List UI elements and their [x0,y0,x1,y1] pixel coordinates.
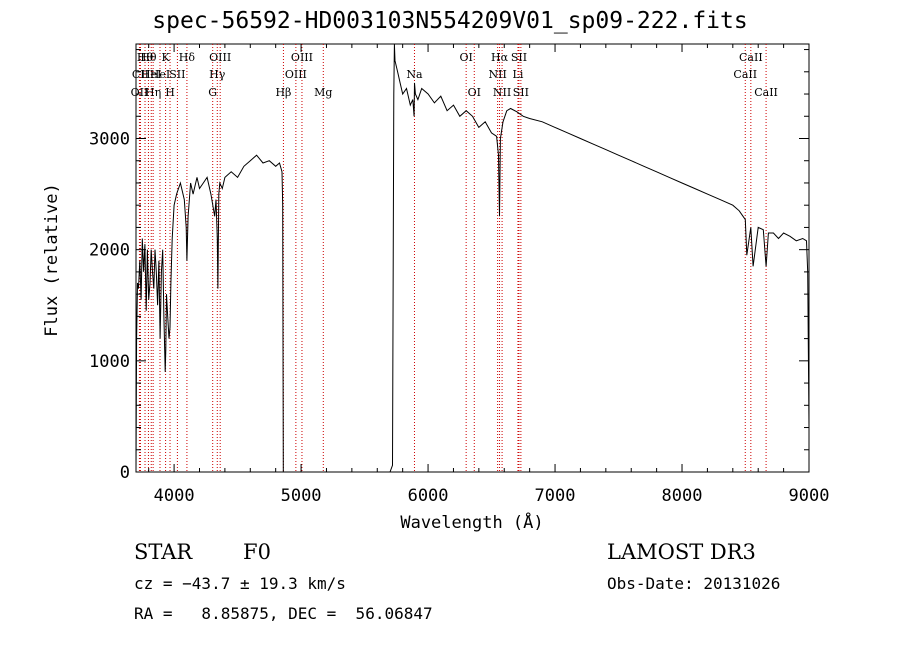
spectral-line-label: Mg [314,86,332,99]
spectral-line-label: NII [493,86,511,99]
spectral-line-label: OI [459,51,472,64]
spectral-line-label: HeI [150,68,170,81]
object-subclass: F0 [243,540,271,564]
survey-name: LAMOST DR3 [607,540,756,564]
spectral-line-label: H [165,86,175,99]
y-tick-label: 3000 [89,129,130,149]
axis-ticks [136,44,810,473]
spectral-line-label: Hα [491,51,509,64]
plot-frame [135,43,810,473]
spectral-line-label: HeI [141,68,161,81]
y-axis-label: Flux (relative) [42,183,62,337]
object-class: STAR [134,540,193,564]
spectral-line-label: SII [513,86,529,99]
x-tick-label: 6000 [408,486,449,506]
x-tick-label: 9000 [789,486,830,506]
x-tick-label: 8000 [662,486,703,506]
obs-date: Obs-Date: 20131026 [607,574,781,593]
coordinates: RA = 8.85875, DEC = 56.06847 [134,604,433,623]
spectral-line-label: OIII [209,51,231,64]
spectral-line-label: NII [488,68,506,81]
spectral-line-label: OIII [291,51,313,64]
spectral-line-label: Hγ [209,68,226,81]
spectral-line-label: CII [132,68,149,81]
spectral-line-label: Hβ [275,86,291,99]
spectral-line-label: Hη [145,86,161,99]
spectrum-line [135,43,810,473]
spectral-line-label: Na [406,68,423,81]
x-tick-label: 5000 [281,486,322,506]
spectral-line-label: CaII [739,51,763,64]
chart-title: spec-56592-HD003103N554209V01_sp09-222.f… [152,8,748,34]
y-tick-label: 0 [120,463,130,483]
spectral-line-label: Hδ [179,51,196,64]
spectral-line-label: SII [511,51,527,64]
spectral-line-label: SII [169,68,185,81]
spectral-line-label: Hθ [140,51,157,64]
redshift-cz: cz = −43.7 ± 19.3 km/s [134,574,346,593]
y-tick-label: 1000 [89,352,130,372]
spectral-line-label: Hθ [137,51,154,64]
x-axis-label: Wavelength (Å) [400,511,543,533]
spectral-line-label: OI [468,86,481,99]
spectral-line-label: K [161,51,170,64]
y-tick-label: 2000 [89,241,130,261]
axis-tick-labels: 4000 5000 6000 7000 8000 9000 0 1000 2000 3000 [89,129,829,506]
spectral-line-label: Li [513,68,524,81]
spectral-line-label: OII [131,86,149,99]
spectral-line-labels: OIICIIHθHθHeIHηHeIKHSIIHδGHγOIIIHβOIIIOI… [131,51,778,99]
spectral-line-label: OIII [285,68,307,81]
spectral-line-label: G [208,86,217,99]
spectral-line-label: CaII [754,86,778,99]
x-tick-label: 7000 [535,486,576,506]
spectral-line-label: CaII [733,68,757,81]
x-tick-label: 4000 [154,486,195,506]
spectral-line-markers [138,44,767,472]
